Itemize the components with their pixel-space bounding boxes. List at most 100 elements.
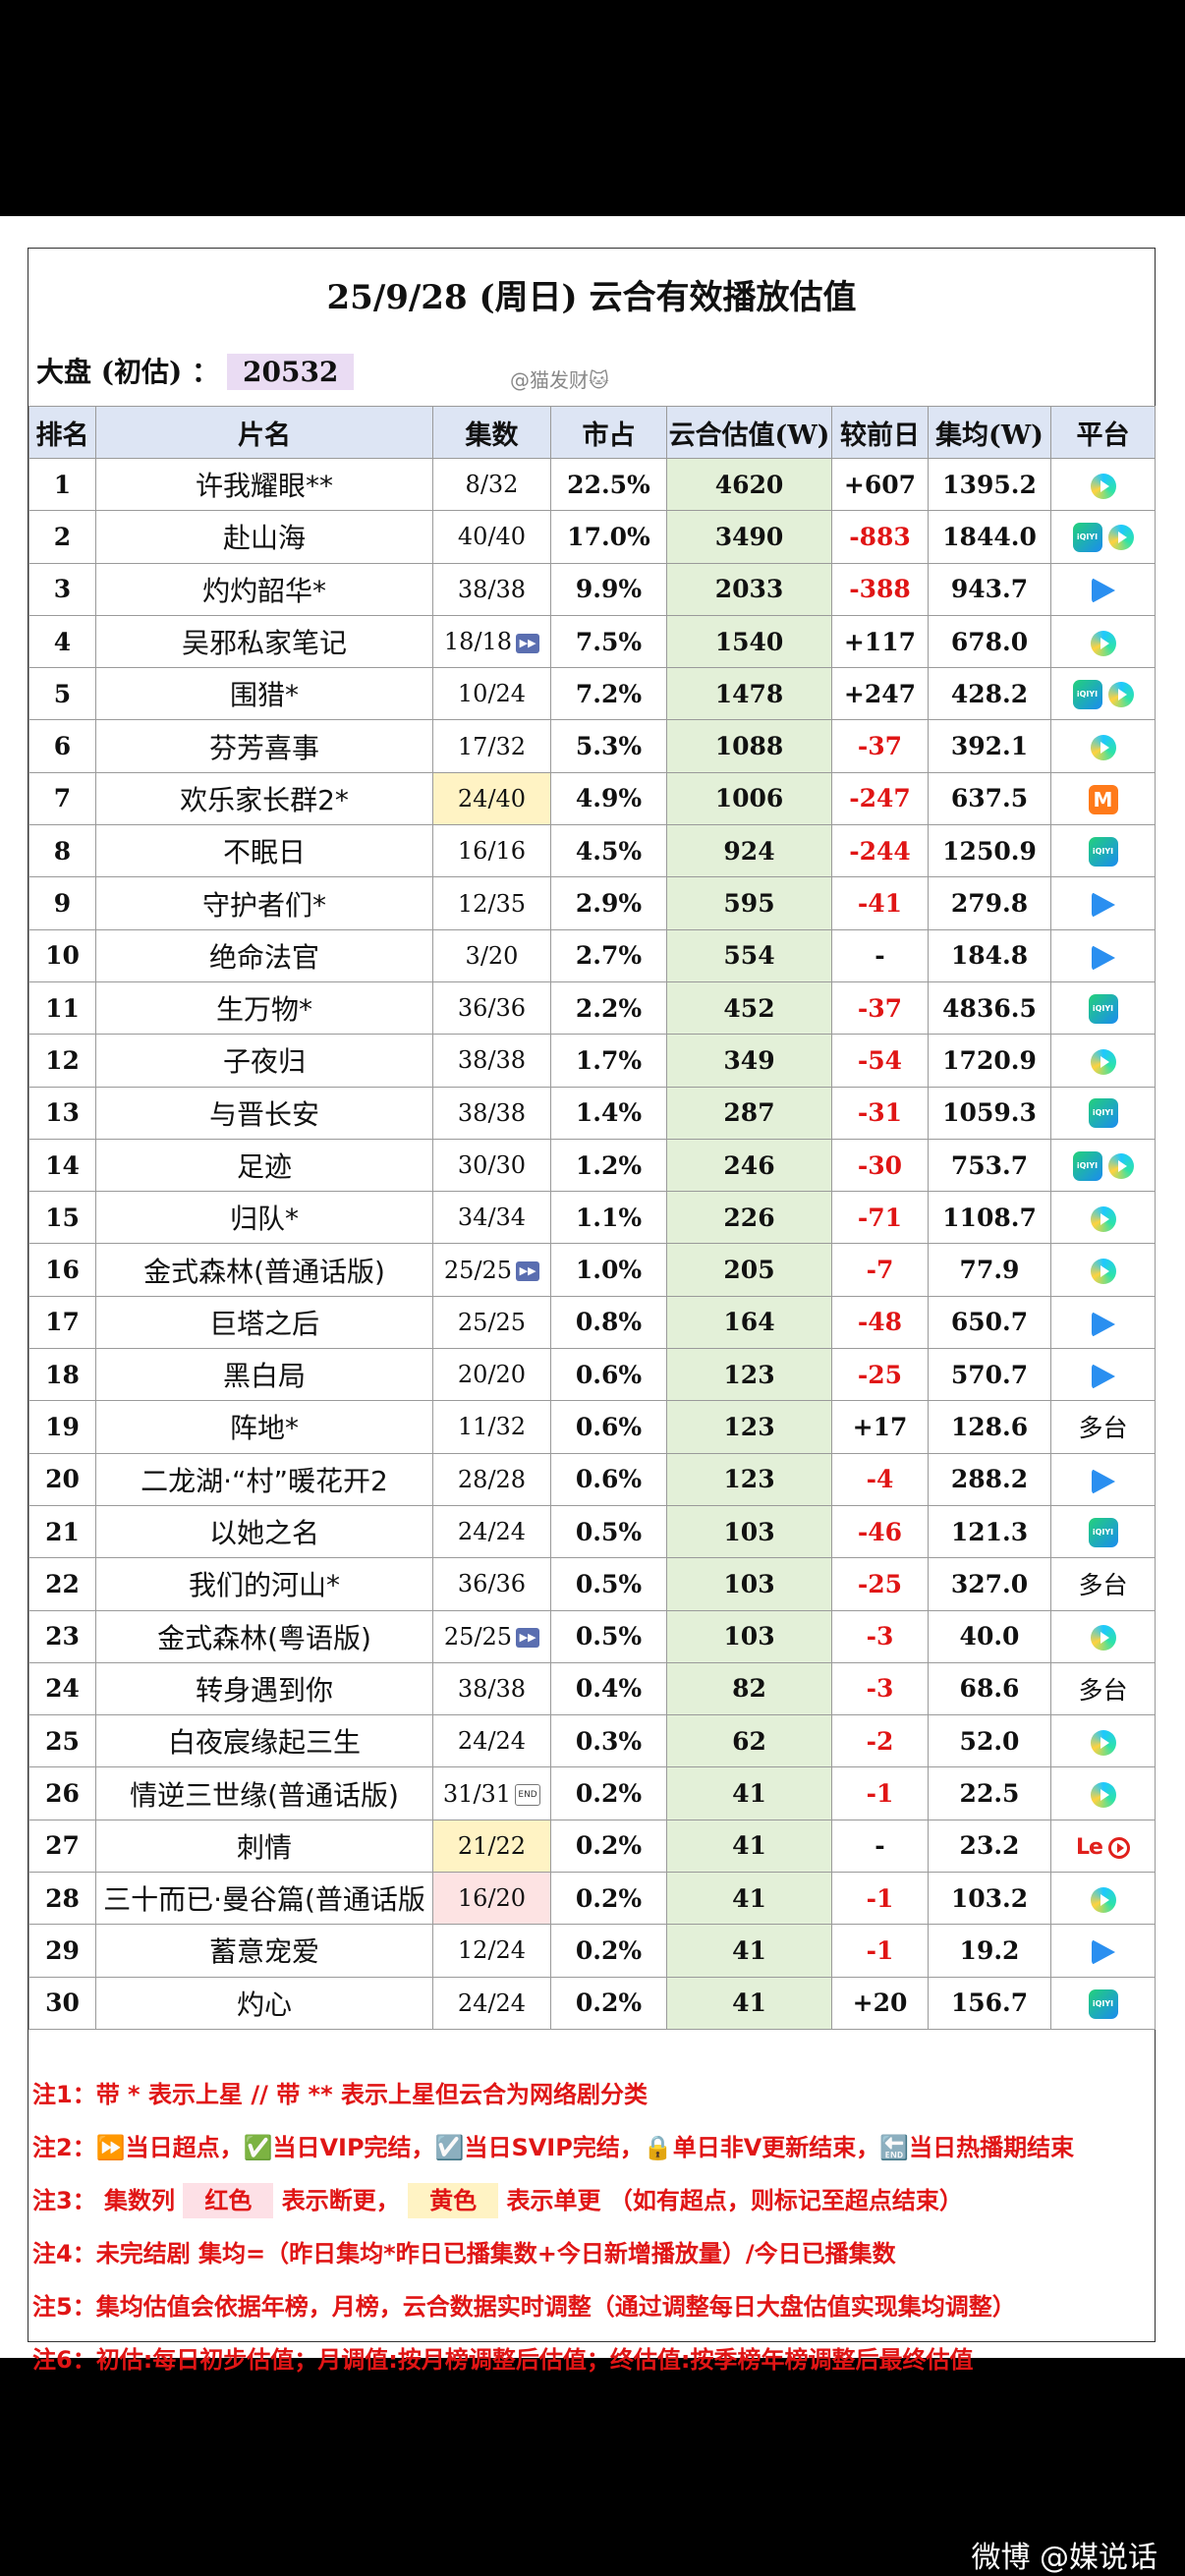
iqiyi-logo-icon: iQIYI (1088, 993, 1118, 1024)
multi-platform-label: 多台 (1078, 1675, 1128, 1705)
avg-cell: 392.1 (928, 719, 1051, 773)
rank-cell: 8 (28, 824, 96, 878)
episodes-cell: 24/24 (432, 1714, 551, 1768)
share-cell: 1.4% (550, 1086, 667, 1140)
rank-cell: 3 (28, 562, 96, 616)
diff-cell: -2 (831, 1714, 929, 1768)
value-cell: 82 (666, 1661, 832, 1716)
notes-section: 注1：带 * 表示上星 // 带 ** 表示上星但云合为网络剧分类 注2：⏩当日… (28, 2068, 1155, 2386)
share-cell: 1.2% (550, 1138, 667, 1193)
diff-cell: -388 (831, 562, 929, 616)
episodes-cell: 20/20 (432, 1348, 551, 1402)
platform-cell (1050, 1609, 1156, 1663)
table-row: 29 蓄意宠爱 12/24 0.2% 41 -1 19.2 (28, 1924, 1156, 1978)
table-row: 30 灼心 24/24 0.2% 41 +20 156.7 iQIYI (28, 1976, 1156, 2030)
platform-cell (1050, 876, 1156, 930)
episodes-value: 38/38 (457, 1098, 527, 1127)
iqiyi-logo-icon: iQIYI (1072, 523, 1102, 553)
table-row: 1 许我耀眼** 8/32 22.5% 4620 +607 1395.2 (28, 457, 1156, 512)
platform-cell: iQIYI (1050, 824, 1156, 878)
rank-cell: 12 (28, 1034, 96, 1088)
episodes-cell: 24/40 (432, 771, 551, 826)
diff-cell: -25 (831, 1557, 929, 1611)
avg-cell: 288.2 (928, 1452, 1051, 1506)
share-cell: 5.3% (550, 719, 667, 773)
table-row: 11 生万物* 36/36 2.2% 452 -37 4836.5 iQIYI (28, 980, 1156, 1036)
table-row: 25 白夜宸缘起三生 24/24 0.3% 62 -2 52.0 (28, 1714, 1156, 1768)
episodes-cell: 12/35 (432, 876, 551, 930)
episodes-cell: 3/20 (432, 928, 551, 982)
diff-cell: -31 (831, 1086, 929, 1140)
value-cell: 103 (666, 1557, 832, 1611)
value-cell: 205 (666, 1243, 832, 1297)
value-cell: 2033 (666, 562, 832, 616)
share-cell: 4.9% (550, 771, 667, 826)
rank-cell: 9 (28, 876, 96, 930)
share-cell: 22.5% (550, 457, 667, 512)
rank-cell: 28 (28, 1872, 96, 1926)
rank-cell: 24 (28, 1661, 96, 1716)
diff-cell: -1 (831, 1766, 929, 1820)
youku-logo-icon (1090, 1782, 1116, 1809)
rank-cell: 19 (28, 1400, 96, 1454)
platform-cell (1050, 457, 1156, 512)
rank-cell: 7 (28, 771, 96, 826)
value-cell: 1540 (666, 614, 832, 669)
table-row: 12 子夜归 38/38 1.7% 349 -54 1720.9 (28, 1034, 1156, 1088)
title-cell: 灼灼韶华* (95, 562, 433, 616)
col-diff: 较前日 (831, 406, 929, 459)
platform-cell (1050, 928, 1156, 982)
episodes-value: 24/24 (457, 1518, 527, 1546)
avg-cell: 68.6 (928, 1661, 1051, 1716)
rank-cell: 15 (28, 1191, 96, 1245)
avg-cell: 77.9 (928, 1243, 1051, 1297)
avg-cell: 121.3 (928, 1504, 1051, 1559)
table-row: 20 二龙湖·“村”暖花开2 28/28 0.6% 123 -4 288.2 (28, 1452, 1156, 1506)
episodes-value: 21/22 (457, 1831, 527, 1860)
diff-cell: -25 (831, 1348, 929, 1402)
episodes-value: 28/28 (457, 1465, 527, 1493)
share-cell: 7.5% (550, 614, 667, 669)
platform-cell: 多台 (1050, 1400, 1156, 1454)
report-sheet: 25/9/28 (周日) 云合有效播放估值 大盘 (初估) ： 20532 @猫发… (0, 216, 1185, 2374)
episodes-value: 16/16 (457, 837, 527, 866)
episodes-cell: 38/38 (432, 562, 551, 616)
value-cell: 41 (666, 1766, 832, 1820)
value-cell: 3490 (666, 510, 832, 564)
rank-cell: 16 (28, 1243, 96, 1297)
note-3-part: 表示断更， (273, 2187, 409, 2214)
col-platform: 平台 (1050, 406, 1156, 459)
title-cell: 守护者们* (95, 876, 433, 930)
share-cell: 0.8% (550, 1295, 667, 1350)
platform-cell (1050, 1191, 1156, 1245)
episodes-value: 24/24 (457, 1988, 527, 2017)
episodes-cell: 16/20 (432, 1872, 551, 1926)
note-3: 注3： 集数列 红色 表示断更， 黄色 表示单更 （如有超点，则标记至超点结束） (28, 2174, 1155, 2227)
fast-forward-icon: ▶▶ (516, 1261, 540, 1282)
value-cell: 103 (666, 1609, 832, 1663)
title-cell: 阵地* (95, 1400, 433, 1454)
youku-logo-icon (1107, 1152, 1134, 1179)
diff-cell: -4 (831, 1452, 929, 1506)
title-cell: 吴邪私家笔记 (95, 614, 433, 669)
report-frame: 25/9/28 (周日) 云合有效播放估值 大盘 (初估) ： 20532 @猫发… (28, 248, 1156, 2374)
episodes-cell: 25/25 (432, 1295, 551, 1350)
share-cell: 0.6% (550, 1400, 667, 1454)
rank-cell: 10 (28, 928, 96, 982)
platform-cell: 多台 (1050, 1557, 1156, 1611)
tencent-logo-icon (1091, 1311, 1115, 1337)
avg-cell: 23.2 (928, 1819, 1051, 1874)
diff-cell: -1 (831, 1924, 929, 1978)
diff-cell: - (831, 1819, 929, 1874)
value-cell: 1478 (666, 667, 832, 721)
note-2: 注2：⏩当日超点，✅当日VIP完结，☑️当日SVIP完结，🔒单日非V更新结束，🔚… (32, 2134, 1075, 2161)
avg-cell: 156.7 (928, 1976, 1051, 2030)
episodes-cell: 18/18 ▶▶ (432, 614, 551, 669)
episodes-cell: 11/32 (432, 1400, 551, 1454)
diff-cell: -7 (831, 1243, 929, 1297)
avg-cell: 52.0 (928, 1714, 1051, 1768)
mango-logo-icon: M (1088, 784, 1118, 814)
youku-logo-icon (1090, 1206, 1116, 1233)
share-cell: 0.2% (550, 1819, 667, 1874)
diff-cell: -71 (831, 1191, 929, 1245)
